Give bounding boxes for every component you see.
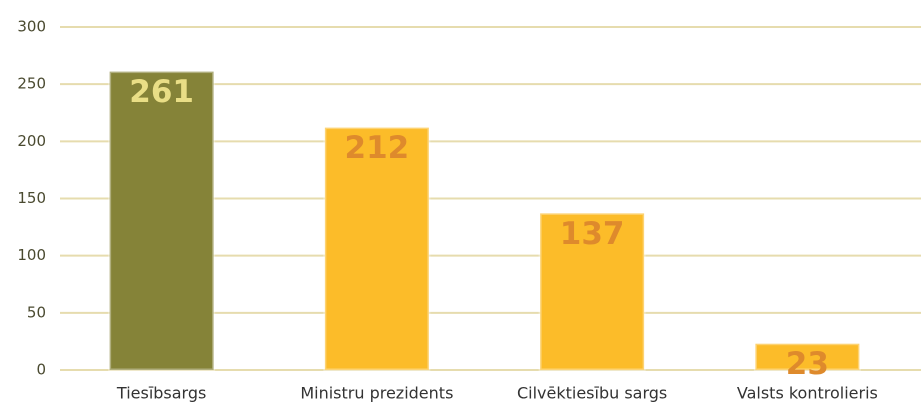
y-tick-label: 100	[17, 246, 46, 264]
data-label: 212	[345, 130, 410, 166]
y-tick-label: 200	[17, 132, 46, 150]
x-tick-label: Ministru prezidents	[300, 384, 453, 403]
x-tick-label: Cilvēktiesību sargs	[517, 384, 667, 403]
bar	[538, 211, 646, 372]
bar	[323, 126, 431, 372]
data-label: 137	[560, 216, 625, 252]
data-label: 261	[129, 74, 194, 110]
bar	[753, 342, 861, 372]
y-tick-label: 150	[17, 189, 46, 207]
data-label: 23	[786, 346, 829, 382]
y-tick-label: 50	[27, 303, 46, 321]
y-tick-label: 250	[17, 75, 46, 93]
y-tick-label: 0	[36, 361, 46, 379]
x-tick-label: Tiesībsargs	[116, 384, 206, 403]
y-tick-label: 300	[17, 18, 46, 36]
x-tick-label: Valsts kontrolieris	[737, 384, 878, 403]
bar	[108, 70, 216, 372]
